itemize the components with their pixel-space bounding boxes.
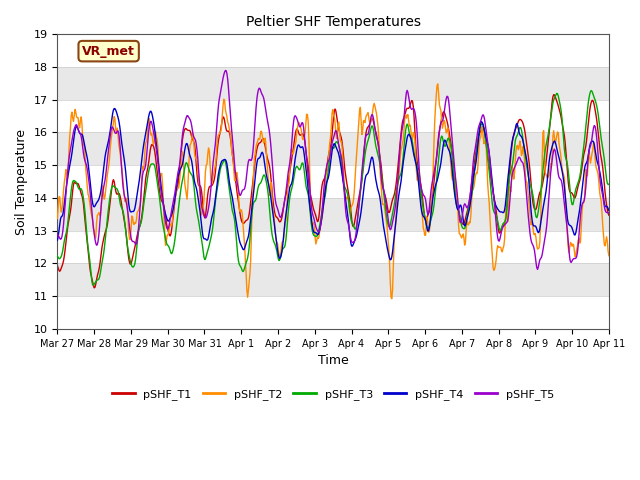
pSHF_T3 xyxy=(177,186,185,192)
pSHF_T1 xyxy=(54,263,61,268)
pSHF_T2 xyxy=(388,296,396,301)
pSHF_T2 xyxy=(176,172,184,178)
pSHF_T2 xyxy=(401,115,409,120)
pSHF_T1 xyxy=(121,221,129,227)
pSHF_T5 xyxy=(417,184,425,190)
pSHF_T4 xyxy=(54,237,61,243)
pSHF_T3 xyxy=(206,239,214,244)
pSHF_T5 xyxy=(205,200,213,206)
pSHF_T1 xyxy=(177,152,185,158)
pSHF_T2 xyxy=(434,81,442,87)
Bar xyxy=(58,231,609,264)
Bar xyxy=(58,165,609,198)
pSHF_T2 xyxy=(605,253,612,259)
Bar xyxy=(58,296,609,329)
pSHF_T1 xyxy=(90,285,98,291)
X-axis label: Time: Time xyxy=(318,354,349,367)
Line: pSHF_T2: pSHF_T2 xyxy=(58,84,609,299)
Title: Peltier SHF Temperatures: Peltier SHF Temperatures xyxy=(246,15,420,29)
pSHF_T5 xyxy=(534,266,541,272)
pSHF_T5 xyxy=(605,210,612,216)
pSHF_T4 xyxy=(387,257,394,263)
pSHF_T3 xyxy=(121,220,129,226)
pSHF_T1 xyxy=(605,213,612,218)
Line: pSHF_T5: pSHF_T5 xyxy=(58,71,609,269)
pSHF_T2 xyxy=(417,203,425,208)
Y-axis label: Soil Temperature: Soil Temperature xyxy=(15,129,28,235)
Bar xyxy=(58,35,609,67)
pSHF_T3 xyxy=(588,88,595,94)
Legend: pSHF_T1, pSHF_T2, pSHF_T3, pSHF_T4, pSHF_T5: pSHF_T1, pSHF_T2, pSHF_T3, pSHF_T4, pSHF… xyxy=(108,384,558,404)
pSHF_T3 xyxy=(417,189,425,195)
Line: pSHF_T3: pSHF_T3 xyxy=(58,91,609,285)
pSHF_T4 xyxy=(121,162,129,168)
pSHF_T5 xyxy=(401,105,409,111)
pSHF_T3 xyxy=(63,224,71,229)
pSHF_T4 xyxy=(605,207,612,213)
pSHF_T4 xyxy=(110,106,118,111)
pSHF_T1 xyxy=(206,183,214,189)
Bar xyxy=(58,264,609,296)
pSHF_T5 xyxy=(63,172,71,178)
pSHF_T4 xyxy=(177,165,185,171)
pSHF_T4 xyxy=(402,144,410,150)
Text: VR_met: VR_met xyxy=(82,45,135,58)
pSHF_T4 xyxy=(63,177,71,182)
Bar xyxy=(58,198,609,231)
Line: pSHF_T1: pSHF_T1 xyxy=(58,95,609,288)
pSHF_T1 xyxy=(401,112,409,118)
pSHF_T1 xyxy=(63,227,71,232)
pSHF_T4 xyxy=(418,209,426,215)
pSHF_T3 xyxy=(90,282,97,288)
pSHF_T2 xyxy=(120,192,128,198)
pSHF_T1 xyxy=(550,92,557,97)
pSHF_T3 xyxy=(54,253,61,259)
pSHF_T5 xyxy=(176,157,184,163)
pSHF_T3 xyxy=(605,181,612,187)
Line: pSHF_T4: pSHF_T4 xyxy=(58,108,609,260)
pSHF_T1 xyxy=(417,183,425,189)
pSHF_T2 xyxy=(205,148,213,154)
pSHF_T2 xyxy=(54,216,61,221)
Bar xyxy=(58,67,609,100)
pSHF_T5 xyxy=(221,68,229,73)
Bar xyxy=(58,100,609,132)
pSHF_T3 xyxy=(401,135,409,141)
pSHF_T2 xyxy=(63,177,71,183)
pSHF_T5 xyxy=(54,231,61,237)
Bar xyxy=(58,132,609,165)
pSHF_T5 xyxy=(120,192,128,197)
pSHF_T4 xyxy=(206,224,214,230)
